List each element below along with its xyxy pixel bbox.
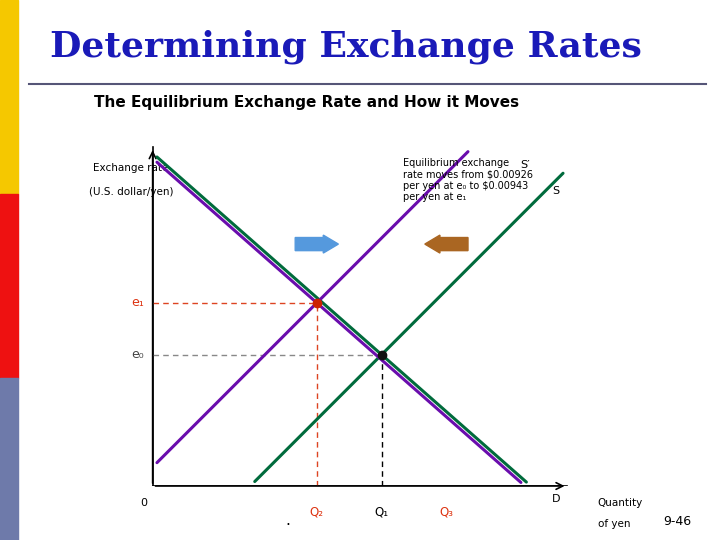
FancyArrow shape: [295, 235, 338, 253]
Text: (U.S. dollar/yen): (U.S. dollar/yen): [89, 187, 174, 197]
Text: e₁: e₁: [131, 296, 144, 309]
Text: S: S: [552, 186, 559, 195]
Text: e₀: e₀: [131, 348, 144, 361]
Text: Quantity: Quantity: [598, 498, 643, 508]
Text: of yen: of yen: [598, 519, 630, 529]
FancyArrow shape: [425, 235, 468, 253]
Text: Q₃: Q₃: [439, 505, 454, 518]
Text: Equilibrium exchange
rate moves from $0.00926
per yen at e₀ to $0.00943
per yen : Equilibrium exchange rate moves from $0.…: [403, 158, 534, 202]
Text: 9-46: 9-46: [663, 515, 691, 528]
Text: The Equilibrium Exchange Rate and How it Moves: The Equilibrium Exchange Rate and How it…: [94, 94, 518, 110]
Text: Determining Exchange Rates: Determining Exchange Rates: [50, 30, 642, 64]
Text: .: .: [286, 513, 290, 528]
Text: D: D: [552, 494, 561, 504]
Text: Exchange rate: Exchange rate: [94, 163, 168, 173]
Text: 0: 0: [140, 498, 148, 508]
Text: Q₁: Q₁: [374, 505, 389, 518]
Text: S′: S′: [520, 160, 529, 170]
Text: Q₂: Q₂: [310, 505, 324, 518]
